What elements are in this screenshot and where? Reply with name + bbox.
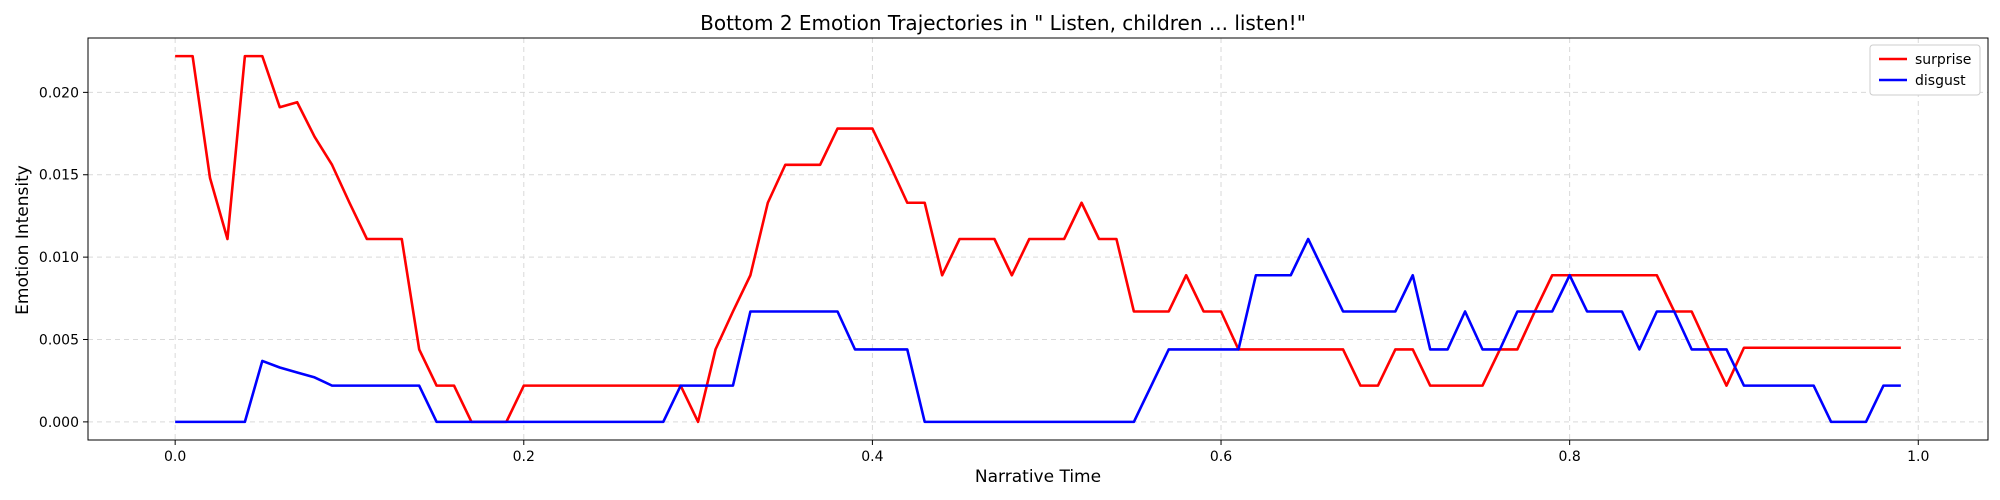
y-tick-label: 0.010 bbox=[39, 250, 79, 266]
x-axis-title: Narrative Time bbox=[975, 467, 1101, 487]
surprise-series-line bbox=[175, 54, 1901, 424]
y-axis: 0.000 0.005 0.010 0.015 0.020 bbox=[39, 85, 88, 431]
disgust-legend-label: disgust bbox=[1915, 73, 1966, 89]
y-tick-label: 0.000 bbox=[39, 415, 79, 431]
series-lines bbox=[175, 54, 1901, 424]
x-tick-label: 0.2 bbox=[513, 449, 535, 465]
x-tick-label: 0.6 bbox=[1210, 449, 1232, 465]
x-tick-label: 0.4 bbox=[861, 449, 883, 465]
y-axis-title: Emotion Intensity bbox=[13, 165, 33, 315]
surprise-legend-label: surprise bbox=[1915, 52, 1971, 68]
x-tick-label: 0.0 bbox=[164, 449, 186, 465]
plot-frame bbox=[87, 37, 1989, 441]
legend: surprise disgust bbox=[1869, 44, 1981, 96]
y-tick-label: 0.020 bbox=[39, 85, 79, 101]
x-tick-label: 1.0 bbox=[1907, 449, 1929, 465]
chart-title: Bottom 2 Emotion Trajectories in " Liste… bbox=[700, 11, 1306, 35]
disgust-series-line bbox=[175, 237, 1901, 424]
y-tick-label: 0.005 bbox=[39, 333, 79, 349]
x-axis: 0.0 0.2 0.4 0.6 0.8 1.0 bbox=[164, 440, 1929, 465]
y-tick-label: 0.015 bbox=[39, 168, 79, 184]
x-tick-label: 0.8 bbox=[1559, 449, 1581, 465]
legend-box bbox=[1869, 44, 1981, 96]
